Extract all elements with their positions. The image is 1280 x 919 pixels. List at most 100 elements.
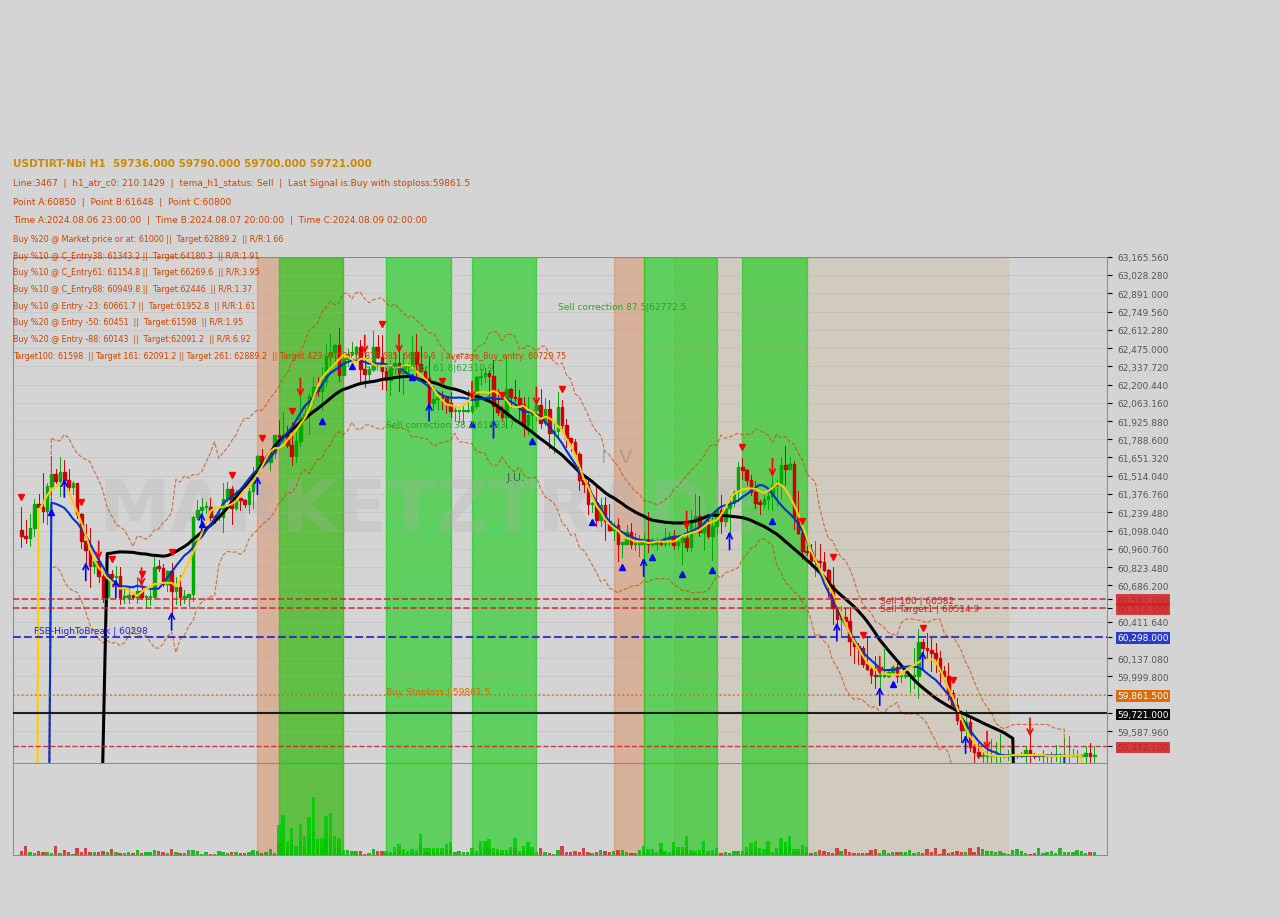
Bar [814, 852, 817, 855]
Bar [234, 853, 238, 855]
Bar [969, 722, 972, 747]
Bar [956, 706, 959, 720]
Bar [977, 846, 980, 855]
MA mid [348, 356, 364, 367]
Bar [410, 852, 413, 855]
Bar [904, 675, 906, 676]
Bar [364, 369, 366, 374]
MA slow [399, 371, 415, 382]
Bar [1093, 852, 1096, 855]
Bar [754, 493, 756, 504]
Bar [294, 851, 298, 855]
Bar [1071, 754, 1074, 756]
Bar [101, 576, 104, 597]
Bar [612, 851, 616, 855]
Bar [858, 646, 860, 649]
Bar [586, 852, 590, 855]
Bar [346, 850, 349, 855]
Bar [745, 852, 749, 855]
Bar [166, 572, 169, 584]
Bar [431, 847, 435, 855]
Bar [701, 841, 705, 855]
Bar [333, 346, 335, 353]
Bar [205, 506, 207, 507]
Bar [230, 852, 233, 855]
Bar [88, 852, 92, 855]
Bar [630, 532, 632, 544]
Bar [750, 481, 753, 493]
Bar [1075, 850, 1079, 855]
Bar [178, 853, 182, 855]
Bar [154, 568, 156, 597]
Bar [367, 369, 370, 374]
Bar [218, 851, 220, 855]
Bar [652, 543, 654, 544]
Bar [548, 853, 550, 855]
MA fast [744, 483, 759, 494]
Text: I  V: I V [600, 447, 632, 466]
Bar [342, 360, 344, 376]
MA slow [439, 382, 454, 393]
Bar [599, 850, 603, 855]
Bar [1037, 754, 1039, 756]
Bar [628, 853, 632, 855]
Bar [196, 851, 200, 855]
Bar [513, 837, 517, 855]
Bar [152, 851, 156, 855]
Bar [440, 397, 443, 399]
Bar [530, 852, 534, 855]
Bar [955, 851, 959, 855]
Bar [916, 642, 919, 676]
Bar [225, 854, 229, 855]
Bar [380, 357, 383, 371]
Bar [792, 849, 796, 855]
Bar [59, 854, 61, 855]
Bar [557, 407, 559, 431]
Bar [136, 591, 138, 597]
Bar [303, 847, 306, 855]
Bar [420, 365, 422, 371]
Bar [518, 399, 521, 404]
Bar [436, 852, 439, 855]
Bar [762, 849, 765, 855]
Bar [1093, 754, 1096, 756]
Bar [212, 854, 216, 855]
Bar [234, 500, 237, 508]
Bar [916, 852, 920, 855]
Bar [763, 500, 765, 505]
Bar [526, 850, 530, 855]
Bar [415, 853, 419, 855]
Bar [931, 650, 933, 653]
Bar [797, 517, 800, 533]
Bar [376, 347, 379, 357]
Bar [1046, 754, 1048, 756]
Bar [424, 847, 426, 855]
Text: FSB-HighToBreak | 60298: FSB-HighToBreak | 60298 [35, 626, 148, 635]
Bar [497, 849, 499, 855]
Bar [260, 853, 264, 855]
Bar [81, 515, 83, 541]
MA mid [653, 536, 668, 547]
Bar [209, 854, 212, 855]
Bar [668, 852, 671, 855]
Bar [758, 503, 760, 505]
Bar [1033, 853, 1036, 855]
Bar [650, 853, 654, 855]
Bar [934, 848, 937, 855]
Bar [882, 850, 886, 855]
Bar [424, 852, 426, 855]
Bar [1020, 754, 1023, 756]
Bar [732, 493, 735, 504]
Bar [513, 848, 517, 855]
Bar [174, 588, 177, 591]
Bar [387, 257, 451, 763]
Bar [608, 852, 611, 855]
Bar [243, 500, 246, 505]
Bar [644, 763, 717, 855]
Bar [543, 852, 547, 855]
Bar [170, 572, 173, 591]
Bar [788, 847, 791, 855]
Bar [887, 853, 890, 855]
Bar [119, 576, 122, 597]
Bar [599, 505, 602, 521]
